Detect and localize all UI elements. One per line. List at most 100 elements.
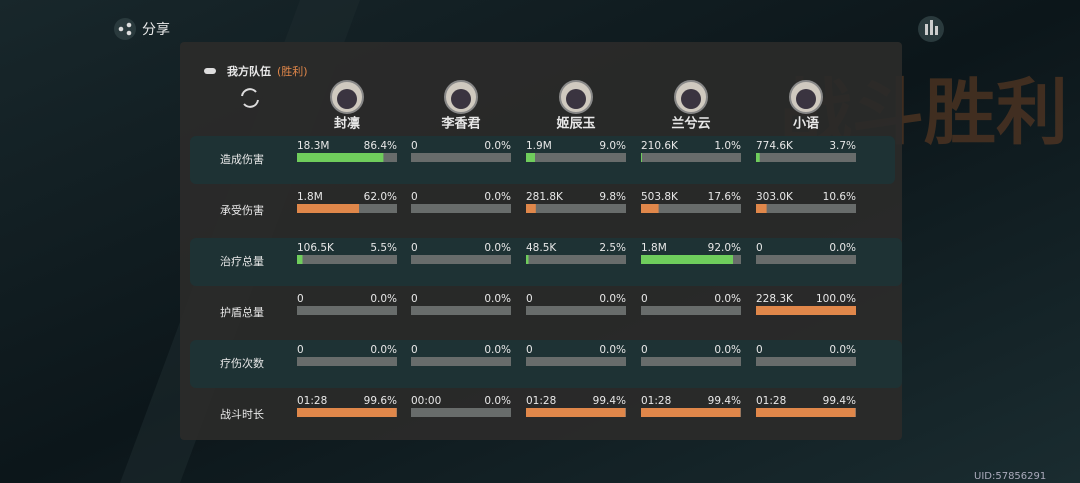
bar-track xyxy=(297,357,397,366)
bar-track xyxy=(641,357,741,366)
cell-share: 0.0% xyxy=(829,344,856,356)
bar-track xyxy=(756,255,856,264)
row-label: 治疗总量 xyxy=(220,254,264,268)
cell-share: 99.4% xyxy=(708,395,741,407)
bar-track xyxy=(526,255,626,264)
bar-fill xyxy=(641,204,659,213)
bar-fill xyxy=(526,153,535,162)
cell-amount: 0 xyxy=(526,293,533,305)
stats-icon xyxy=(935,26,938,35)
cell-amount: 1.9M xyxy=(526,140,552,152)
cell-share: 2.5% xyxy=(599,242,626,254)
cell-share: 99.6% xyxy=(364,395,397,407)
cell-share: 5.5% xyxy=(370,242,397,254)
bar-fill xyxy=(526,204,536,213)
refresh-icon xyxy=(241,88,259,108)
refresh-button[interactable] xyxy=(241,88,259,108)
cell-amount: 106.5K xyxy=(297,242,335,254)
row-label: 承受伤害 xyxy=(220,203,264,217)
cell-share: 9.8% xyxy=(599,191,626,203)
cell-amount: 281.8K xyxy=(526,191,564,203)
share-icon xyxy=(126,30,132,36)
bar-track xyxy=(756,357,856,366)
cell-amount: 48.5K xyxy=(526,242,557,254)
hero-name: 封凛 xyxy=(334,116,360,132)
cell-share: 0.0% xyxy=(484,242,511,254)
bar-track xyxy=(411,204,511,213)
team-result: (胜利) xyxy=(277,64,308,78)
cell-share: 0.0% xyxy=(484,140,511,152)
cell-share: 99.4% xyxy=(593,395,626,407)
cell-share: 9.0% xyxy=(599,140,626,152)
hero-avatar-face xyxy=(796,89,816,109)
cell-share: 99.4% xyxy=(823,395,856,407)
hero-name: 姬辰玉 xyxy=(556,116,595,132)
row-label: 护盾总量 xyxy=(220,305,264,319)
cell-share: 0.0% xyxy=(484,344,511,356)
cell-amount: 210.6K xyxy=(641,140,679,152)
bar-fill xyxy=(526,408,626,417)
bar-track xyxy=(756,204,856,213)
cell-amount: 0 xyxy=(411,293,418,305)
bar-fill xyxy=(756,153,760,162)
stats-icon xyxy=(930,20,933,35)
cell-amount: 0 xyxy=(756,344,763,356)
bar-fill xyxy=(526,255,529,264)
cell-amount: 0 xyxy=(411,242,418,254)
bar-track xyxy=(411,306,511,315)
cell-amount: 0 xyxy=(297,293,304,305)
cell-amount: 01:28 xyxy=(297,395,327,407)
cell-amount: 01:28 xyxy=(756,395,786,407)
cell-share: 0.0% xyxy=(484,191,511,203)
cell-amount: 0 xyxy=(411,140,418,152)
cell-amount: 1.8M xyxy=(641,242,667,254)
cell-share: 1.0% xyxy=(714,140,741,152)
hero-avatar-face xyxy=(566,89,586,109)
bar-track xyxy=(526,306,626,315)
bar-track xyxy=(641,306,741,315)
row-label: 疗伤次数 xyxy=(220,356,264,370)
bar-track xyxy=(297,255,397,264)
share-label: 分享 xyxy=(142,21,170,38)
team-label: 我方队伍 xyxy=(227,64,271,78)
cell-amount: 303.0K xyxy=(756,191,794,203)
share-button[interactable]: 分享 xyxy=(114,18,170,40)
bar-track xyxy=(411,408,511,417)
cell-amount: 503.8K xyxy=(641,191,679,203)
bar-track xyxy=(756,153,856,162)
cell-share: 3.7% xyxy=(829,140,856,152)
hero-avatar-face xyxy=(681,89,701,109)
cell-amount: 228.3K xyxy=(756,293,794,305)
cell-share: 0.0% xyxy=(599,293,626,305)
cell-share: 0.0% xyxy=(599,344,626,356)
share-icon xyxy=(126,22,132,28)
cell-amount: 0 xyxy=(411,191,418,203)
bar-fill xyxy=(297,255,303,264)
cell-share: 10.6% xyxy=(823,191,856,203)
cell-share: 0.0% xyxy=(714,293,741,305)
row-label: 造成伤害 xyxy=(220,152,264,166)
bar-fill xyxy=(297,153,384,162)
cell-amount: 0 xyxy=(526,344,533,356)
cell-share: 0.0% xyxy=(370,293,397,305)
bar-track xyxy=(411,255,511,264)
bar-track xyxy=(526,204,626,213)
bar-track xyxy=(641,204,741,213)
cell-amount: 00:00 xyxy=(411,395,441,407)
stats-button[interactable] xyxy=(918,16,944,42)
bar-fill xyxy=(641,408,741,417)
uid: UID:57856291 xyxy=(974,471,1046,482)
cell-amount: 0 xyxy=(411,344,418,356)
cell-amount: 18.3M xyxy=(297,140,329,152)
cell-amount: 0 xyxy=(641,293,648,305)
cell-amount: 774.6K xyxy=(756,140,794,152)
cell-share: 0.0% xyxy=(829,242,856,254)
bar-fill xyxy=(756,204,767,213)
cell-share: 62.0% xyxy=(364,191,397,203)
cell-share: 0.0% xyxy=(484,395,511,407)
bar-track xyxy=(411,357,511,366)
cell-amount: 0 xyxy=(297,344,304,356)
team-toggle[interactable] xyxy=(204,68,216,74)
cell-share: 17.6% xyxy=(708,191,741,203)
cell-share: 0.0% xyxy=(370,344,397,356)
